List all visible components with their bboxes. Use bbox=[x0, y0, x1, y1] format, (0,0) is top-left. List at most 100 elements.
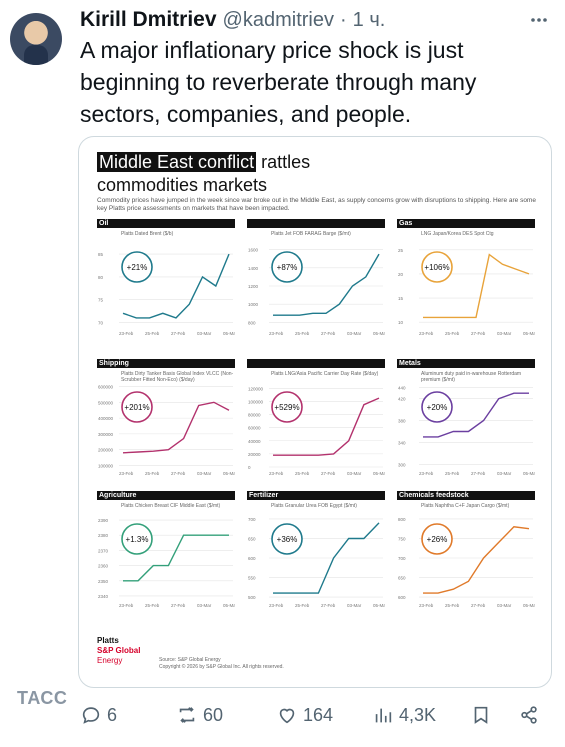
chart-category-bar: Chemicals feedstock bbox=[397, 491, 535, 500]
share-button[interactable] bbox=[518, 700, 540, 730]
y-tick-label: 600 bbox=[398, 595, 406, 600]
views-icon bbox=[375, 708, 392, 723]
bookmark-button[interactable] bbox=[470, 700, 492, 730]
y-tick-label: 2350 bbox=[98, 579, 109, 584]
y-tick-label: 800 bbox=[248, 320, 256, 325]
chart-subtitle: Platts Naphtha C+F Japan Cargo ($/mt) bbox=[421, 503, 510, 509]
repost-count: 60 bbox=[203, 704, 224, 725]
source-line-2: Copyright © 2026 by S&P Global Inc. All … bbox=[159, 664, 284, 670]
series-line bbox=[123, 534, 229, 582]
change-label: +201% bbox=[124, 403, 149, 412]
y-tick-label: 1400 bbox=[248, 266, 259, 271]
x-tick-label: 05-Mar bbox=[373, 603, 385, 608]
x-tick-label: 03-Mar bbox=[197, 471, 212, 476]
x-tick-label: 25-Feb bbox=[445, 471, 460, 476]
y-tick-label: 0 bbox=[248, 465, 251, 470]
chart-svg: 2340 2350 2360 2370 2380 2390 23-Feb 25-Feb 27-F… bbox=[98, 518, 235, 608]
x-tick-label: 25-Feb bbox=[295, 603, 310, 608]
y-tick-label: 100000 bbox=[248, 399, 264, 404]
change-badge bbox=[121, 391, 153, 423]
x-tick-label: 05-Mar bbox=[523, 603, 535, 608]
y-tick-label: 400000 bbox=[98, 416, 114, 421]
change-label: +106% bbox=[424, 263, 449, 272]
x-tick-label: 03-Mar bbox=[197, 331, 212, 336]
chart-panel: 100000 200000 300000 400000 500000 600000 23-F… bbox=[97, 359, 235, 481]
y-tick-label: 440 bbox=[398, 386, 406, 391]
publisher-logo: Platts S&P Global Energy bbox=[97, 636, 140, 666]
y-tick-label: 2340 bbox=[98, 594, 109, 599]
y-tick-label: 40000 bbox=[248, 439, 261, 444]
reply-icon bbox=[82, 707, 100, 724]
y-tick-label: 500 bbox=[248, 595, 256, 600]
y-tick-label: 1200 bbox=[248, 284, 259, 289]
x-tick-label: 27-Feb bbox=[321, 331, 336, 336]
series-line bbox=[423, 392, 529, 438]
series-line bbox=[122, 253, 230, 319]
change-label: +1.3% bbox=[126, 535, 149, 544]
chart-category-bar: Oil bbox=[97, 219, 235, 228]
like-button[interactable]: 164 bbox=[276, 700, 333, 730]
change-label: +20% bbox=[427, 403, 448, 412]
chart-subtitle: Aluminum duty paid in-warehouse Rotterda… bbox=[421, 371, 522, 383]
x-tick-label: 23-Feb bbox=[419, 603, 434, 608]
x-tick-label: 05-Mar bbox=[223, 331, 235, 336]
chart-panel: 600 650 700 750 800 23-Feb 25-Feb 27-Feb 03-Mar 0… bbox=[397, 491, 535, 613]
y-tick-label: 650 bbox=[248, 536, 256, 541]
tweet-header: Kirill Dmitriev @kadmitriev · 1 ч. bbox=[80, 8, 385, 34]
x-tick-label: 23-Feb bbox=[119, 471, 134, 476]
y-tick-label: 300000 bbox=[98, 432, 114, 437]
change-label: +529% bbox=[274, 403, 299, 412]
y-tick-label: 700 bbox=[398, 556, 406, 561]
y-tick-label: 20 bbox=[398, 272, 404, 277]
logo-platts: Platts bbox=[97, 636, 119, 645]
chart-subtitle: Platts Granular Urea FOB Egypt ($/mt) bbox=[271, 503, 357, 509]
change-label: +21% bbox=[127, 263, 148, 272]
y-tick-label: 340 bbox=[398, 440, 406, 445]
chart-svg: 500 550 600 650 700 23-Feb 25-Feb 27-Feb 03-Mar 0… bbox=[248, 517, 385, 608]
y-tick-label: 20000 bbox=[248, 452, 261, 457]
chart-category-bar: Gas bbox=[397, 219, 535, 228]
y-tick-label: 120000 bbox=[248, 386, 264, 391]
views-button[interactable]: 4,3K bbox=[372, 700, 436, 730]
chart-panel: 70 75 80 85 23-Feb 25-Feb 27-Feb 03-Mar 05-Mar +2… bbox=[97, 219, 235, 341]
x-tick-label: 25-Feb bbox=[145, 603, 160, 608]
chart-category-bar: Shipping bbox=[97, 359, 235, 368]
views-count: 4,3K bbox=[399, 704, 437, 725]
x-tick-label: 05-Mar bbox=[223, 471, 235, 476]
more-options-icon[interactable] bbox=[529, 10, 549, 30]
like-count: 164 bbox=[303, 704, 334, 725]
reply-button[interactable]: 6 bbox=[80, 700, 117, 730]
y-tick-label: 380 bbox=[398, 419, 406, 424]
repost-button[interactable]: 60 bbox=[176, 700, 223, 730]
infographic-subtitle: Commodity prices have jumped in the week… bbox=[97, 197, 536, 212]
tweet-time[interactable]: 1 ч. bbox=[352, 9, 386, 31]
y-tick-label: 75 bbox=[98, 298, 104, 303]
chart-subtitle: Platts LNG/Asia Pacific Carrier Day Rate… bbox=[271, 371, 379, 377]
change-badge bbox=[121, 523, 153, 555]
media-card[interactable]: Middle East conflict rattles commodities… bbox=[78, 136, 552, 688]
chart-category-bar bbox=[247, 359, 385, 368]
repost-icon bbox=[179, 707, 195, 723]
change-badge bbox=[121, 251, 153, 283]
source-line-1: Source: S&P Global Energy bbox=[159, 657, 221, 663]
chart-panel: 10 15 20 25 23-Feb 25-Feb 27-Feb 03-Mar 05-Mar +1… bbox=[397, 219, 535, 341]
series-line bbox=[273, 253, 380, 316]
chart-panel: 2340 2350 2360 2370 2380 2390 23-Feb 25-Feb 27-F… bbox=[97, 491, 235, 613]
action-bar: 6 60 164 4,3K bbox=[80, 700, 550, 730]
chart-category-bar bbox=[247, 219, 385, 228]
title-highlight: Middle East conflict bbox=[97, 152, 257, 172]
author-name[interactable]: Kirill Dmitriev bbox=[80, 8, 217, 31]
x-tick-label: 23-Feb bbox=[119, 331, 134, 336]
y-tick-label: 300 bbox=[398, 462, 406, 467]
avatar[interactable] bbox=[10, 13, 62, 65]
chart-panel: 500 550 600 650 700 23-Feb 25-Feb 27-Feb 03-Mar 0… bbox=[247, 491, 385, 613]
x-tick-label: 23-Feb bbox=[419, 331, 434, 336]
change-badge bbox=[271, 391, 303, 423]
y-tick-label: 600000 bbox=[98, 385, 114, 390]
x-tick-label: 25-Feb bbox=[145, 471, 160, 476]
y-tick-label: 80000 bbox=[248, 413, 261, 418]
x-tick-label: 27-Feb bbox=[321, 603, 336, 608]
y-tick-label: 80 bbox=[98, 275, 104, 280]
author-handle[interactable]: @kadmitriev bbox=[222, 9, 334, 31]
share-icon bbox=[521, 706, 537, 724]
